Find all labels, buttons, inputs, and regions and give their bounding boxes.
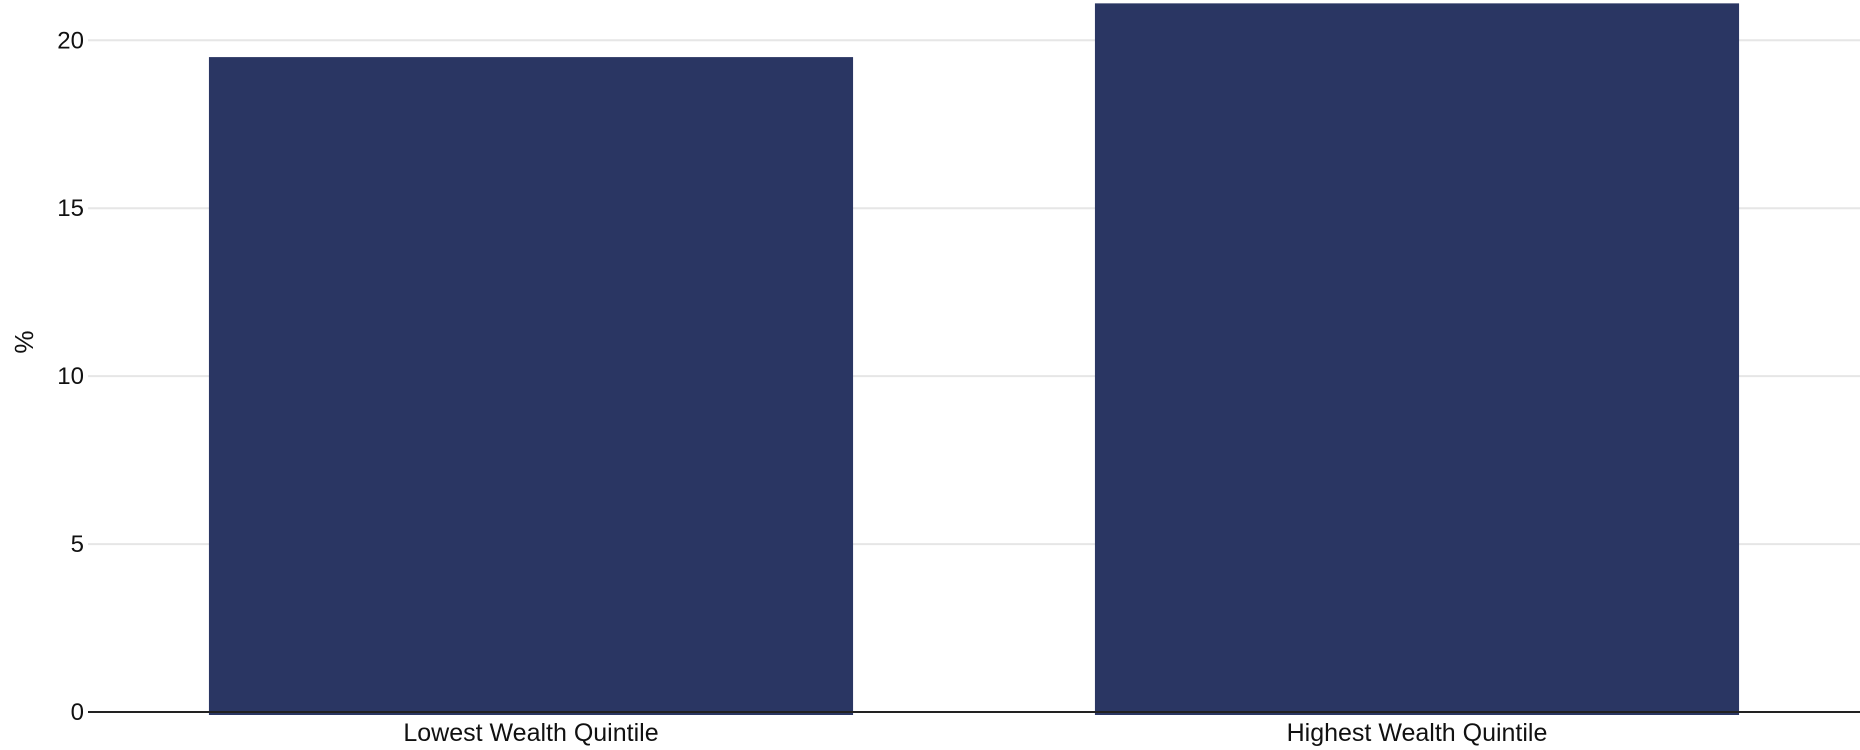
y-tick-labels: 0 5 10 15 20	[57, 27, 84, 726]
y-tick-label: 5	[71, 531, 84, 558]
bars	[208, 3, 1740, 715]
bar	[208, 57, 854, 715]
y-tick-label: 10	[57, 363, 84, 390]
y-axis-label: %	[9, 330, 39, 353]
y-tick-label: 15	[57, 195, 84, 222]
x-category-label: Lowest Wealth Quintile	[403, 719, 658, 747]
x-category-label: Highest Wealth Quintile	[1287, 719, 1548, 747]
x-category-labels: Lowest Wealth Quintile Highest Wealth Qui…	[403, 719, 1547, 747]
y-tick-label: 0	[71, 699, 84, 726]
bar	[1094, 3, 1740, 715]
y-tick-label: 20	[57, 27, 84, 54]
